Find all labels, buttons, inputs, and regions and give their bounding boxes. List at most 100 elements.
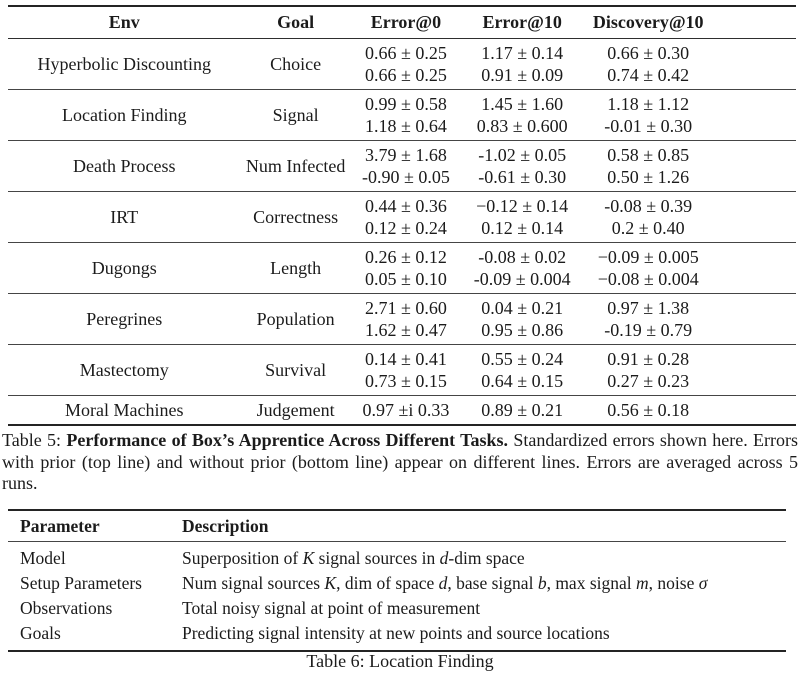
discovery10-cell: 1.18 ± 1.12 -0.01 ± 0.30 (583, 90, 713, 141)
results-row: Dugongs Length 0.26 ± 0.12 0.05 ± 0.10 -0.08… (8, 242, 796, 294)
value-line: -0.08 ± 0.02 (478, 247, 567, 267)
env-cell: Location Finding (61, 104, 187, 125)
parameter-row: Goals Predicting signal intensity at new … (8, 621, 786, 651)
error0-cell: 3.79 ± 1.68 -0.90 ± 0.05 (351, 141, 461, 192)
env-cell: Mastectomy (79, 359, 169, 380)
col-header-discovery10: Discovery@10 (592, 12, 704, 32)
error10-cell: 0.04 ± 0.21 0.95 ± 0.86 (461, 294, 583, 345)
parameter-cell: Model (20, 548, 66, 568)
col-header-env: Env (108, 12, 140, 32)
value-line: 1.45 ± 1.60 (481, 94, 564, 114)
value-line: 0.99 ± 0.58 (364, 94, 447, 114)
value-line: 0.97 ±i 0.33 (362, 400, 450, 420)
env-cell: Death Process (72, 155, 176, 176)
col-header-spacer (713, 6, 796, 39)
spacer-cell (713, 141, 796, 192)
results-row: Location Finding Signal 0.99 ± 0.58 1.18 ± … (8, 89, 796, 141)
col-header-goal: Goal (277, 12, 315, 32)
description-cell: Total noisy signal at point of measureme… (182, 598, 481, 618)
results-row: Moral Machines Judgement 0.97 ±i 0.33 0.89 … (8, 395, 796, 426)
error10-cell: 1.45 ± 1.60 0.83 ± 0.600 (461, 90, 583, 141)
value-line: 0.58 ± 0.85 (607, 145, 690, 165)
value-line: 0.66 ± 0.25 (364, 65, 447, 85)
error10-cell: 1.17 ± 0.14 0.91 ± 0.09 (461, 39, 583, 90)
col-header-error0: Error@0 (370, 12, 442, 32)
value-line: 0.97 ± 1.38 (607, 298, 690, 318)
value-line: 0.26 ± 0.12 (364, 247, 447, 267)
caption-bold-title: Performance of Box’s Apprentice Across D… (66, 430, 509, 450)
env-cell: Dugongs (91, 257, 157, 278)
parameter-row: Observations Total noisy signal at point … (8, 596, 786, 621)
value-line: -0.90 ± 0.05 (361, 167, 450, 187)
results-table: Env Goal Error@0 Error@10 Discovery@10 H… (8, 5, 796, 426)
error10-cell: 0.55 ± 0.24 0.64 ± 0.15 (461, 345, 583, 396)
description-cell: Predicting signal intensity at new point… (182, 623, 610, 643)
error0-cell: 0.44 ± 0.36 0.12 ± 0.24 (351, 192, 461, 243)
goal-cell: Correctness (253, 206, 339, 227)
parameter-cell: Goals (20, 623, 61, 643)
parameters-table-body: Model Superposition of K signal sources i… (8, 542, 786, 652)
value-line: 0.74 ± 0.42 (607, 65, 690, 85)
value-line: 0.56 ± 0.18 (607, 400, 690, 420)
discovery10-cell: 0.66 ± 0.30 0.74 ± 0.42 (583, 39, 713, 90)
value-line: 1.17 ± 0.14 (481, 43, 564, 63)
parameter-cell: Setup Parameters (20, 573, 142, 593)
discovery10-cell: 0.97 ± 1.38 -0.19 ± 0.79 (583, 294, 713, 345)
math-variable: d (439, 548, 449, 568)
math-variable: m (636, 573, 649, 593)
discovery10-cell: 0.91 ± 0.28 0.27 ± 0.23 (583, 345, 713, 396)
results-row: Mastectomy Survival 0.14 ± 0.41 0.73 ± 0.15… (8, 344, 796, 396)
value-line: −0.09 ± 0.005 (597, 247, 699, 267)
error0-cell: 0.97 ±i 0.33 (351, 396, 461, 426)
parameter-row: Setup Parameters Num signal sources K, di… (8, 571, 786, 596)
math-variable: σ (698, 573, 708, 593)
table5-caption: Table 5: Performance of Box’s Apprentice… (2, 430, 799, 493)
value-line: -0.09 ± 0.004 (473, 269, 571, 289)
spacer-cell (713, 39, 796, 90)
goal-cell: Num Infected (245, 155, 346, 176)
env-cell: Peregrines (86, 308, 163, 329)
spacer-cell (713, 243, 796, 294)
value-line: 0.12 ± 0.14 (481, 218, 564, 238)
discovery10-cell: 0.56 ± 0.18 (583, 396, 713, 426)
env-cell: Hyperbolic Discounting (37, 53, 211, 74)
col-header-error10: Error@10 (482, 12, 562, 32)
value-line: 1.62 ± 0.47 (364, 320, 447, 340)
results-row: Peregrines Population 2.71 ± 0.60 1.62 ± 0.… (8, 293, 796, 345)
error10-cell: −0.12 ± 0.14 0.12 ± 0.14 (461, 192, 583, 243)
value-line: -0.19 ± 0.79 (604, 320, 693, 340)
value-line: 0.66 ± 0.30 (607, 43, 690, 63)
col-header-parameter: Parameter (20, 515, 100, 536)
env-cell: IRT (110, 206, 139, 227)
results-table-body: Hyperbolic Discounting Choice 0.66 ± 0.25 0… (8, 39, 796, 426)
spacer-cell (713, 294, 796, 345)
parameters-header-row: Parameter Description (8, 510, 786, 542)
value-line: 0.95 ± 0.86 (481, 320, 564, 340)
description-cell: Superposition of K signal sources in d-d… (182, 548, 525, 568)
value-line: 0.83 ± 0.600 (476, 116, 568, 136)
goal-cell: Choice (270, 53, 322, 74)
goal-cell: Survival (265, 359, 327, 380)
error10-cell: -0.08 ± 0.02 -0.09 ± 0.004 (461, 243, 583, 294)
col-header-description: Description (182, 515, 269, 536)
math-variable: d (438, 573, 448, 593)
discovery10-cell: −0.09 ± 0.005 −0.08 ± 0.004 (583, 243, 713, 294)
value-line: 0.44 ± 0.36 (364, 196, 447, 216)
value-line: -1.02 ± 0.05 (478, 145, 567, 165)
math-variable: K (324, 573, 337, 593)
value-line: 2.71 ± 0.60 (364, 298, 447, 318)
results-row: IRT Correctness 0.44 ± 0.36 0.12 ± 0.24 −0.1… (8, 191, 796, 243)
value-line: 0.55 ± 0.24 (481, 349, 564, 369)
results-header-row: Env Goal Error@0 Error@10 Discovery@10 (8, 6, 796, 39)
value-line: 0.04 ± 0.21 (481, 298, 564, 318)
value-line: −0.12 ± 0.14 (476, 196, 569, 216)
value-line: -0.61 ± 0.30 (478, 167, 567, 187)
value-line: 0.2 ± 0.40 (611, 218, 685, 238)
env-cell: Moral Machines (64, 399, 184, 420)
error0-cell: 0.26 ± 0.12 0.05 ± 0.10 (351, 243, 461, 294)
value-line: 0.50 ± 1.26 (607, 167, 690, 187)
value-line: 0.66 ± 0.25 (364, 43, 447, 63)
value-line: −0.08 ± 0.004 (597, 269, 699, 289)
value-line: 0.27 ± 0.23 (607, 371, 690, 391)
